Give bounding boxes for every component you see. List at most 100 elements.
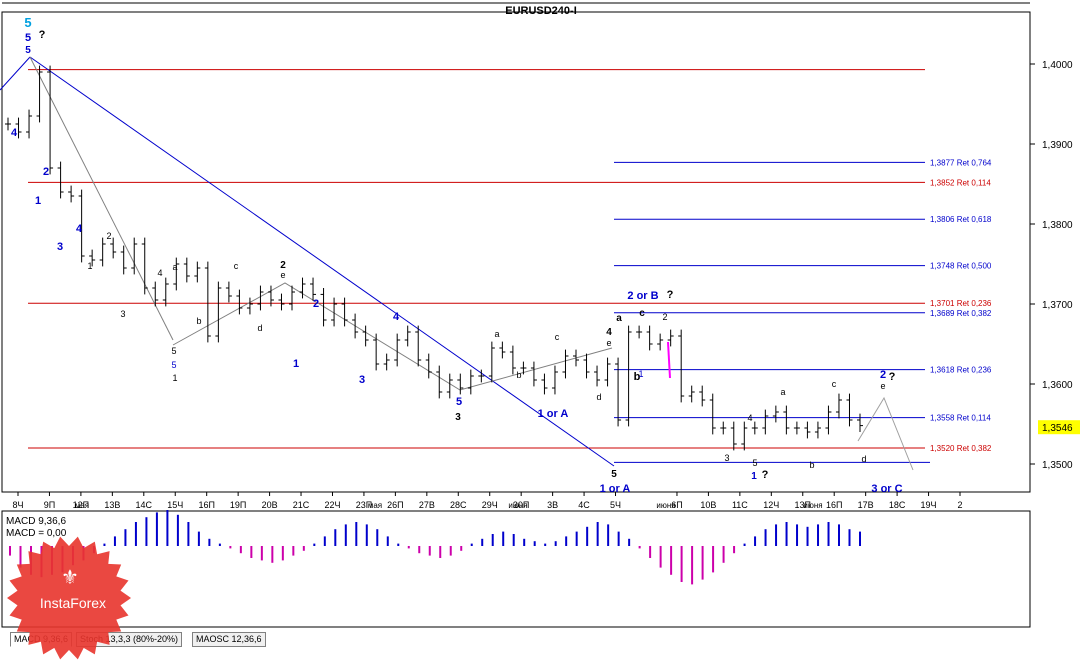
wave-label: 3 — [359, 374, 365, 386]
x-tick-label: 18С — [889, 500, 906, 510]
wave-label: b — [634, 371, 641, 383]
wave-label: 2 — [106, 231, 111, 241]
level-label: 1,3618 Ret 0,236 — [930, 366, 992, 375]
instaforex-logo-text: InstaForex — [39, 595, 107, 611]
wave-label: 1 — [172, 373, 177, 383]
wave-label: 2 or B — [627, 290, 658, 302]
wave-label: a — [494, 329, 499, 339]
macd-value-label: MACD = 0,00 — [6, 528, 67, 539]
wave-label: 3 or C — [871, 483, 902, 495]
wave-label: 2 — [43, 166, 49, 178]
trend-line — [172, 282, 613, 391]
chart-title: EURUSD240-I — [505, 5, 577, 17]
wave-label: e — [280, 270, 285, 280]
wave-label: 4 — [11, 127, 18, 139]
wave-label: 5 — [611, 469, 617, 480]
trend-line — [29, 56, 615, 467]
wave-label: 2 — [313, 298, 319, 310]
wave-label: ? — [667, 289, 674, 301]
x-tick-label: 9П — [44, 500, 55, 510]
x-tick-label: 19П — [230, 500, 246, 510]
wave-label: ? — [889, 371, 896, 383]
x-tick-label: 13В — [104, 500, 120, 510]
instaforex-badge-shape — [7, 536, 131, 660]
x-tick-label: 22Ч — [324, 500, 340, 510]
x-tick-label: 5Ч — [610, 500, 621, 510]
wave-label: 1 or A — [600, 483, 631, 495]
wave-label: d — [861, 454, 866, 464]
wave-label: b — [809, 460, 814, 470]
current-price-label: 1,3546 — [1042, 423, 1073, 434]
wave-label: 4 — [393, 311, 400, 323]
x-tick-label: 15Ч — [167, 500, 183, 510]
indicator-pane-frame — [1, 510, 1031, 628]
wave-label: 5 — [25, 45, 31, 56]
level-label: 1,3748 Ret 0,500 — [930, 262, 992, 271]
wave-label: b — [516, 370, 521, 380]
tab-maosc[interactable]: MAOSC 12,36,6 — [192, 632, 266, 647]
x-tick-label: 27В — [419, 500, 435, 510]
x-tick-month-label: июня — [508, 501, 527, 510]
x-tick-label: 28С — [450, 500, 467, 510]
wave-label: a — [616, 313, 622, 324]
wave-label: 2 — [662, 312, 667, 322]
level-label: 1,3852 Ret 0,114 — [930, 178, 991, 187]
x-tick-month-label: июня — [803, 501, 822, 510]
x-tick-label: 11С — [732, 500, 748, 510]
level-label: 1,3558 Ret 0,114 — [930, 414, 991, 423]
wave-label: a — [780, 387, 785, 397]
wave-label: a — [172, 262, 177, 272]
wave-label: 4 — [157, 268, 162, 278]
y-tick-label: 1,3500 — [1042, 460, 1073, 471]
wave-label: 1 — [638, 369, 643, 379]
current-price-badge — [1038, 420, 1080, 435]
wave-label: 4 — [76, 223, 83, 235]
instaforex-logo — [7, 536, 131, 660]
wave-label: 5 — [171, 360, 176, 370]
level-label: 1,3520 Ret 0,382 — [930, 444, 992, 453]
instaforex-logo-icon: ⚜ — [61, 567, 79, 589]
macd-label: MACD 9,36,6 — [6, 516, 66, 527]
x-tick-label: 4С — [578, 500, 590, 510]
wave-label: 1 — [293, 358, 299, 370]
wave-label: 3 — [57, 241, 63, 253]
x-tick-label: 16П — [198, 500, 214, 510]
wave-label: 4 — [606, 327, 612, 338]
price-bars — [5, 65, 863, 451]
level-label: 1,3701 Ret 0,236 — [930, 299, 992, 308]
wave-label: 1 or A — [538, 408, 569, 420]
wave-label: e — [880, 381, 885, 391]
y-tick-label: 1,3700 — [1042, 300, 1073, 311]
x-tick-month-label: мая — [368, 501, 382, 510]
wave-label: e — [606, 338, 611, 348]
wave-label: d — [596, 392, 601, 402]
wave-label: c — [832, 379, 837, 389]
x-tick-label: 20В — [262, 500, 278, 510]
x-tick-label: 10В — [700, 500, 716, 510]
level-label: 1,3806 Ret 0,618 — [930, 215, 992, 224]
wave-label: ? — [762, 469, 769, 481]
level-label: 1,3689 Ret 0,382 — [930, 309, 992, 318]
x-tick-label: 19Ч — [921, 500, 937, 510]
x-tick-label: 30П — [513, 500, 529, 510]
wave-label: d — [257, 323, 262, 333]
wave-label: 5 — [752, 458, 757, 468]
x-tick-label: 17В — [858, 500, 874, 510]
x-tick-label: 8Ч — [12, 500, 23, 510]
x-tick-label: 12П — [73, 500, 89, 510]
x-tick-label: 21С — [293, 500, 310, 510]
projection-line — [857, 396, 914, 471]
wave-label: 4 — [747, 413, 752, 423]
x-tick-label: 14С — [136, 500, 153, 510]
highlight-bar — [667, 341, 671, 379]
wave-label: c — [639, 308, 645, 319]
price-pane-frame — [1, 11, 1031, 493]
y-tick-label: 1,3800 — [1042, 220, 1073, 231]
wave-label: 1 — [751, 471, 757, 482]
wave-label: c — [234, 261, 239, 271]
x-tick-label: 2 — [957, 500, 962, 510]
y-tick-label: 1,3900 — [1042, 140, 1073, 151]
x-tick-label: 6П — [671, 500, 682, 510]
wave-label: 1 — [87, 261, 92, 271]
